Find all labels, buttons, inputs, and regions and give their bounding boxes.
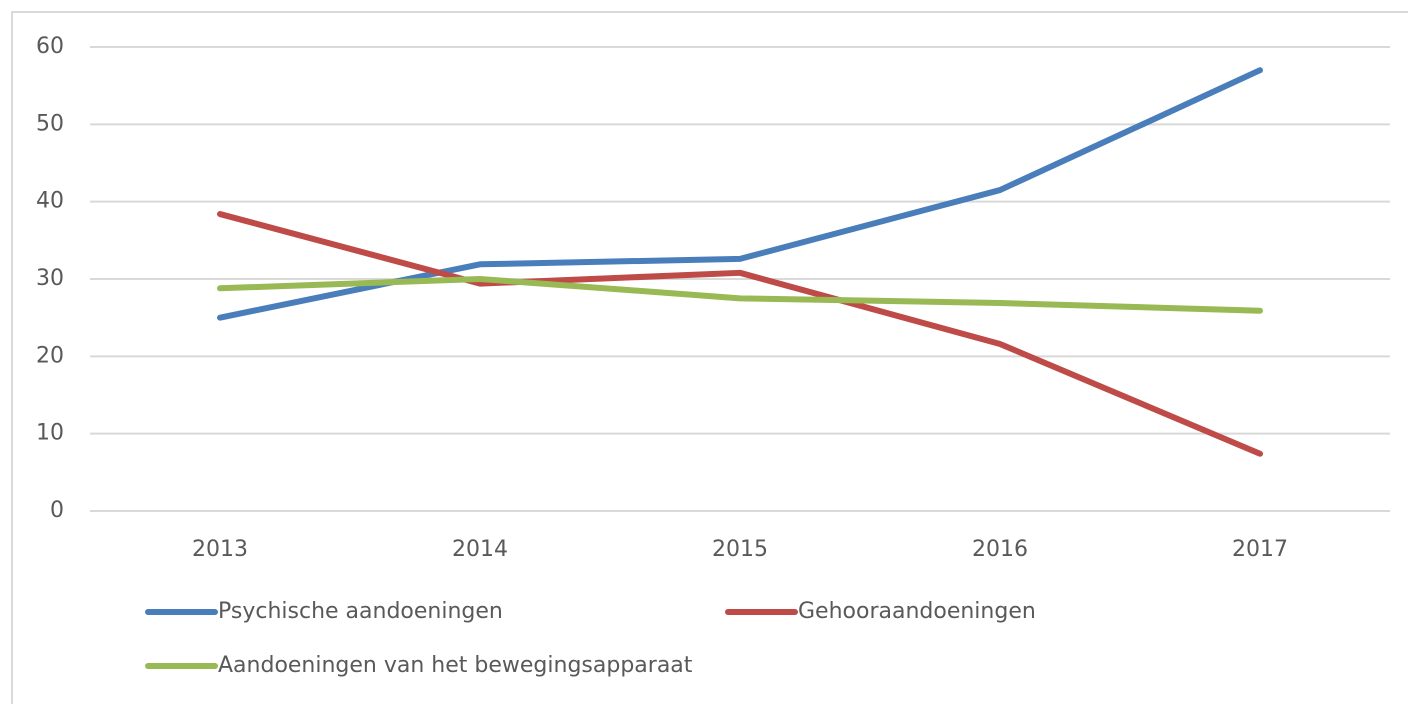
x-tick-label: 2017 xyxy=(1232,537,1288,562)
chart-border xyxy=(11,11,1408,704)
legend-label: Aandoeningen van het bewegingsapparaat xyxy=(218,653,693,678)
y-tick-label: 50 xyxy=(36,111,64,136)
y-tick-label: 0 xyxy=(50,498,64,523)
y-tick-label: 30 xyxy=(36,266,64,291)
y-tick-label: 20 xyxy=(36,343,64,368)
x-tick-label: 2016 xyxy=(972,537,1028,562)
legend-label: Gehooraandoeningen xyxy=(798,599,1036,624)
legend-label: Psychische aandoeningen xyxy=(218,599,503,624)
x-tick-label: 2013 xyxy=(192,537,248,562)
data-line xyxy=(217,276,1263,314)
x-tick-label: 2014 xyxy=(452,537,508,562)
y-tick-label: 40 xyxy=(36,189,64,214)
data-line xyxy=(217,211,1263,457)
x-tick-label: 2015 xyxy=(712,537,768,562)
y-tick-label: 10 xyxy=(36,421,64,446)
y-tick-label: 60 xyxy=(36,34,64,59)
